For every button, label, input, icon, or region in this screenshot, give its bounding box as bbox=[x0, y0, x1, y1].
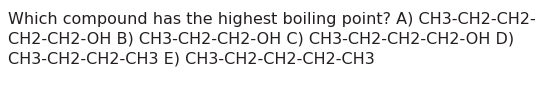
Text: Which compound has the highest boiling point? A) CH3-CH2-CH2-
CH2-CH2-OH B) CH3-: Which compound has the highest boiling p… bbox=[8, 12, 536, 67]
